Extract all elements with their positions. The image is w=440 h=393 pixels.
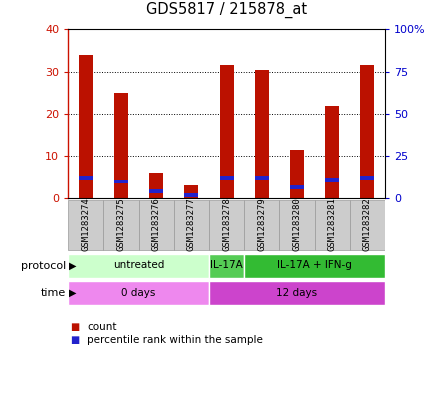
Bar	[79, 55, 93, 198]
Bar	[360, 176, 374, 180]
Text: count: count	[87, 322, 117, 332]
Bar	[244, 200, 279, 250]
Text: 0 days: 0 days	[121, 288, 156, 298]
Bar	[114, 180, 128, 184]
Text: GSM1283281: GSM1283281	[328, 197, 337, 251]
Bar	[68, 200, 103, 250]
Bar	[79, 176, 93, 180]
Bar	[315, 200, 350, 250]
Bar	[360, 65, 374, 198]
Bar	[68, 281, 209, 305]
Text: GSM1283274: GSM1283274	[81, 197, 90, 251]
Text: GSM1283280: GSM1283280	[293, 197, 301, 251]
Text: GSM1283275: GSM1283275	[117, 197, 125, 251]
Bar	[290, 185, 304, 189]
Bar	[184, 193, 198, 197]
Bar	[325, 178, 339, 182]
Text: IL-17A: IL-17A	[210, 260, 243, 270]
Bar	[244, 253, 385, 278]
Text: IL-17A + IFN-g: IL-17A + IFN-g	[277, 260, 352, 270]
Bar	[139, 200, 174, 250]
Bar	[174, 200, 209, 250]
Text: percentile rank within the sample: percentile rank within the sample	[87, 335, 263, 345]
Bar	[350, 200, 385, 250]
Text: GSM1283277: GSM1283277	[187, 197, 196, 251]
Bar	[149, 189, 163, 193]
Bar	[220, 65, 234, 198]
Text: 12 days: 12 days	[276, 288, 318, 298]
Bar	[220, 176, 234, 180]
Text: GSM1283276: GSM1283276	[152, 197, 161, 251]
Text: GSM1283278: GSM1283278	[222, 197, 231, 251]
Bar	[149, 173, 163, 198]
Text: untreated: untreated	[113, 260, 164, 270]
Text: ■: ■	[70, 335, 80, 345]
Bar	[209, 281, 385, 305]
Bar	[255, 176, 269, 180]
Bar	[209, 200, 244, 250]
Text: ■: ■	[70, 322, 80, 332]
Bar	[290, 150, 304, 198]
Bar	[184, 185, 198, 198]
Bar	[114, 93, 128, 198]
Bar	[209, 253, 244, 278]
Bar	[68, 253, 209, 278]
Bar	[279, 200, 315, 250]
Text: ▶: ▶	[69, 261, 77, 271]
Text: ▶: ▶	[69, 288, 77, 298]
Text: time: time	[41, 288, 66, 298]
Bar	[325, 105, 339, 198]
Text: protocol: protocol	[21, 261, 66, 271]
Text: GDS5817 / 215878_at: GDS5817 / 215878_at	[146, 2, 307, 18]
Bar	[255, 70, 269, 198]
Text: GSM1283282: GSM1283282	[363, 197, 372, 251]
Text: GSM1283279: GSM1283279	[257, 197, 266, 251]
Bar	[103, 200, 139, 250]
